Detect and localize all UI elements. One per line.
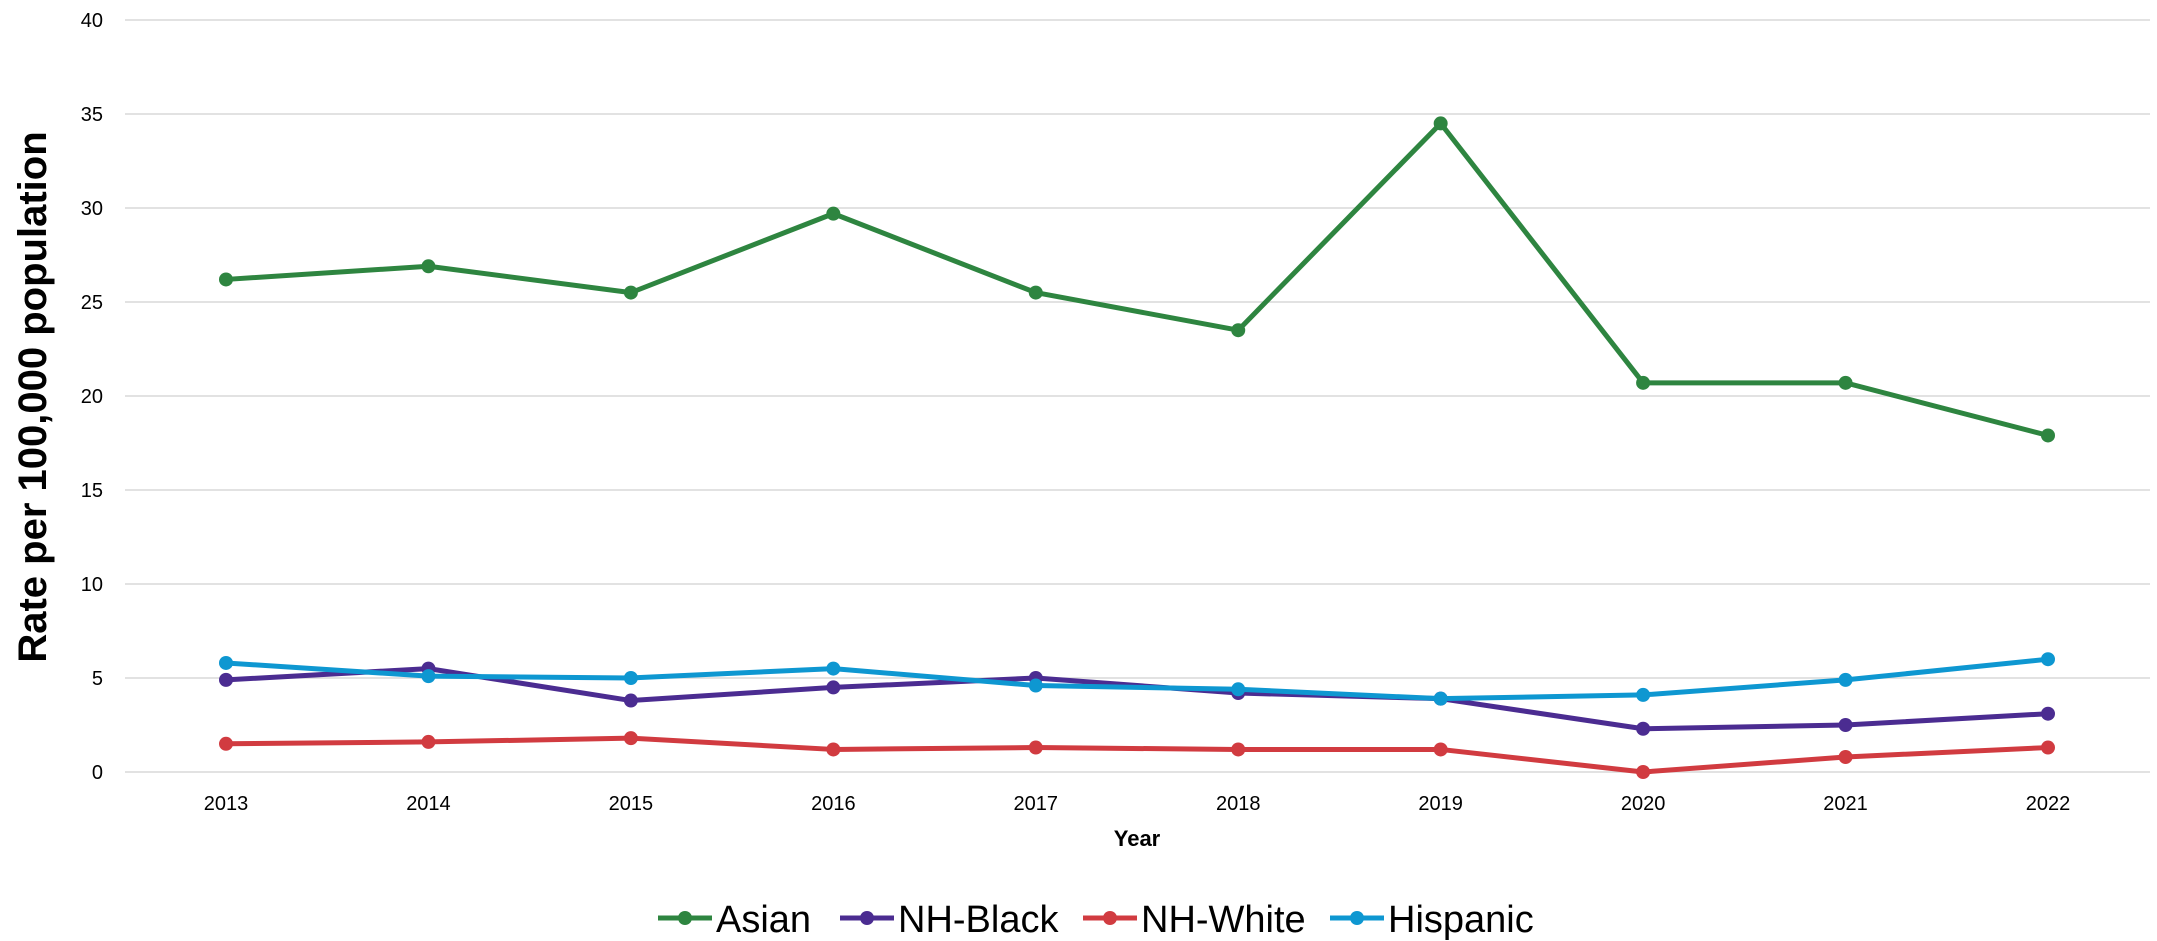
series-layer bbox=[219, 116, 2055, 779]
legend-label-hispanic: Hispanic bbox=[1388, 899, 1534, 941]
x-tick-label: 2016 bbox=[811, 793, 856, 815]
x-tick-label: 2018 bbox=[1216, 793, 1261, 815]
data-point-asian bbox=[1433, 116, 1448, 131]
series-asian bbox=[219, 116, 2055, 443]
data-point-nh-white bbox=[1028, 740, 1043, 755]
y-axis-title: Rate per 100,000 population bbox=[11, 131, 55, 662]
legend-marker-asian bbox=[678, 911, 692, 925]
data-point-hispanic bbox=[826, 661, 841, 676]
data-point-nh-white bbox=[623, 731, 638, 746]
legend-label-nh-black: NH-Black bbox=[898, 899, 1059, 941]
legend-item-hispanic: Hispanic bbox=[1330, 899, 1534, 941]
legend-item-asian: Asian bbox=[658, 899, 811, 941]
legend-marker-nh-black bbox=[860, 911, 874, 925]
series-nh-white bbox=[219, 731, 2055, 779]
x-tick-label: 2017 bbox=[1014, 793, 1059, 815]
x-axis-title: Year bbox=[1114, 826, 1161, 851]
legend-marker-hispanic bbox=[1350, 911, 1364, 925]
x-tick-label: 2020 bbox=[1621, 793, 1666, 815]
series-line-asian bbox=[223, 120, 2051, 438]
data-point-nh-black bbox=[1636, 721, 1651, 736]
data-point-hispanic bbox=[623, 671, 638, 685]
data-point-nh-white bbox=[421, 734, 436, 749]
x-tick-label: 2014 bbox=[406, 793, 451, 815]
data-point-hispanic bbox=[2041, 652, 2055, 667]
y-tick-label: 0 bbox=[92, 762, 103, 784]
gridlines bbox=[125, 19, 2150, 773]
legend: Asian NH-Black NH-White Hispanic bbox=[658, 899, 1534, 941]
y-tick-label: 40 bbox=[81, 10, 103, 32]
y-axis-ticks: 0 5 10 15 20 25 30 35 40 bbox=[81, 10, 103, 784]
y-tick-label: 5 bbox=[92, 668, 103, 690]
data-point-nh-black bbox=[1838, 718, 1853, 732]
data-point-nh-black bbox=[2041, 706, 2055, 721]
data-point-nh-white bbox=[219, 736, 233, 751]
data-point-asian bbox=[421, 259, 436, 274]
legend-item-nh-white: NH-White bbox=[1083, 899, 1306, 941]
data-point-asian bbox=[1838, 375, 1853, 390]
data-point-hispanic bbox=[1231, 682, 1246, 697]
data-point-hispanic bbox=[219, 655, 233, 670]
x-tick-label: 2021 bbox=[1823, 793, 1868, 815]
data-point-hispanic bbox=[1028, 678, 1043, 693]
data-point-nh-white bbox=[1838, 749, 1853, 764]
legend-marker-nh-white bbox=[1103, 911, 1117, 925]
y-tick-label: 25 bbox=[81, 292, 103, 314]
x-axis-ticks: 2013 2014 2015 2016 2017 2018 2019 2020 2021 2022 bbox=[204, 793, 2071, 815]
data-point-asian bbox=[1028, 285, 1043, 300]
legend-label-asian: Asian bbox=[716, 899, 811, 941]
legend-item-nh-black: NH-Black bbox=[840, 899, 1059, 941]
x-tick-label: 2022 bbox=[2026, 793, 2071, 815]
y-tick-label: 10 bbox=[81, 574, 103, 596]
data-point-nh-white bbox=[1636, 765, 1651, 779]
x-tick-label: 2019 bbox=[1418, 793, 1463, 815]
data-point-asian bbox=[219, 272, 233, 287]
series-line-nh-white bbox=[223, 735, 2051, 775]
data-point-nh-white bbox=[1231, 742, 1246, 757]
data-point-nh-black bbox=[219, 672, 233, 687]
data-point-hispanic bbox=[1636, 687, 1651, 702]
series-nh-black bbox=[219, 661, 2055, 736]
data-point-nh-black bbox=[623, 693, 638, 708]
data-point-hispanic bbox=[421, 669, 436, 684]
y-tick-label: 20 bbox=[81, 386, 103, 408]
data-point-nh-white bbox=[826, 742, 841, 757]
data-point-nh-white bbox=[1433, 742, 1448, 757]
data-point-hispanic bbox=[1838, 672, 1853, 687]
data-point-hispanic bbox=[1433, 691, 1448, 706]
data-point-asian bbox=[2041, 428, 2055, 443]
legend-label-nh-white: NH-White bbox=[1141, 899, 1306, 941]
y-tick-label: 35 bbox=[81, 104, 103, 126]
data-point-asian bbox=[1636, 375, 1651, 390]
data-point-asian bbox=[826, 206, 841, 221]
data-point-asian bbox=[1231, 323, 1246, 338]
data-point-nh-white bbox=[2041, 740, 2055, 755]
data-point-nh-black bbox=[826, 680, 841, 695]
x-tick-label: 2013 bbox=[204, 793, 249, 815]
y-tick-label: 30 bbox=[81, 198, 103, 220]
series-hispanic bbox=[219, 652, 2055, 706]
data-point-asian bbox=[623, 285, 638, 300]
series-line-hispanic bbox=[223, 656, 2051, 702]
x-tick-label: 2015 bbox=[609, 793, 654, 815]
y-tick-label: 15 bbox=[81, 480, 103, 502]
